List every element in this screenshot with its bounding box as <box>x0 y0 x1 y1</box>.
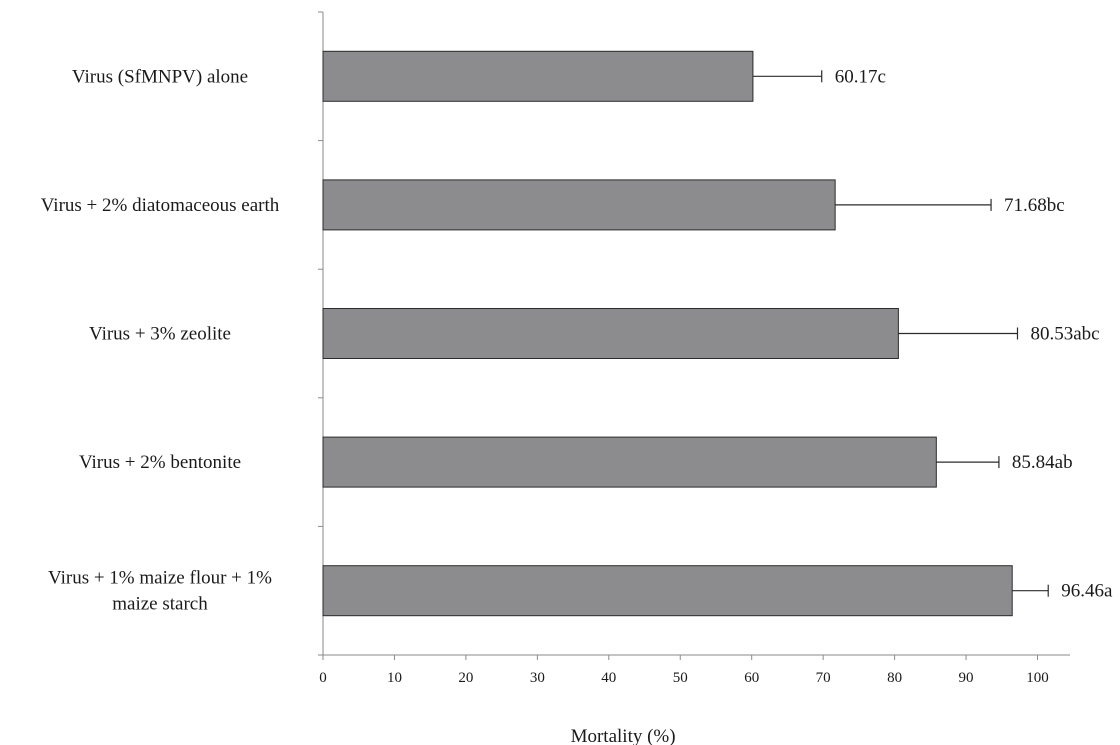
bar <box>322 308 899 359</box>
data-label: 85.84ab <box>1012 452 1073 473</box>
x-tick-label: 70 <box>816 670 831 686</box>
x-tick-label: 90 <box>959 670 974 686</box>
data-label: 80.53abc <box>1030 324 1099 345</box>
x-tick-label: 80 <box>887 670 902 686</box>
bar <box>322 436 937 488</box>
category-label: Virus (SfMNPV) alone <box>72 66 248 87</box>
bar <box>322 179 836 231</box>
bar <box>322 50 754 102</box>
x-axis-title: Mortality (%) <box>571 726 676 745</box>
data-label: 96.46a <box>1061 581 1113 602</box>
x-tick-label: 20 <box>458 670 473 686</box>
category-label: Virus + 2% diatomaceous earth <box>41 195 280 216</box>
x-tick-label: 30 <box>530 670 545 686</box>
category-label: maize starch <box>112 594 208 615</box>
category-label: Virus + 2% bentonite <box>79 452 241 473</box>
x-tick-label: 40 <box>601 670 616 686</box>
category-label: Virus + 1% maize flour + 1% <box>48 568 272 589</box>
x-tick-label: 60 <box>744 670 759 686</box>
x-tick-label: 10 <box>387 670 402 686</box>
bar <box>322 565 1013 617</box>
x-tick-label: 0 <box>319 670 327 686</box>
data-label: 71.68bc <box>1004 195 1065 216</box>
x-tick-label: 100 <box>1026 670 1049 686</box>
data-label: 60.17c <box>835 66 886 87</box>
x-tick-label: 50 <box>673 670 688 686</box>
category-label: Virus + 3% zeolite <box>89 324 231 345</box>
